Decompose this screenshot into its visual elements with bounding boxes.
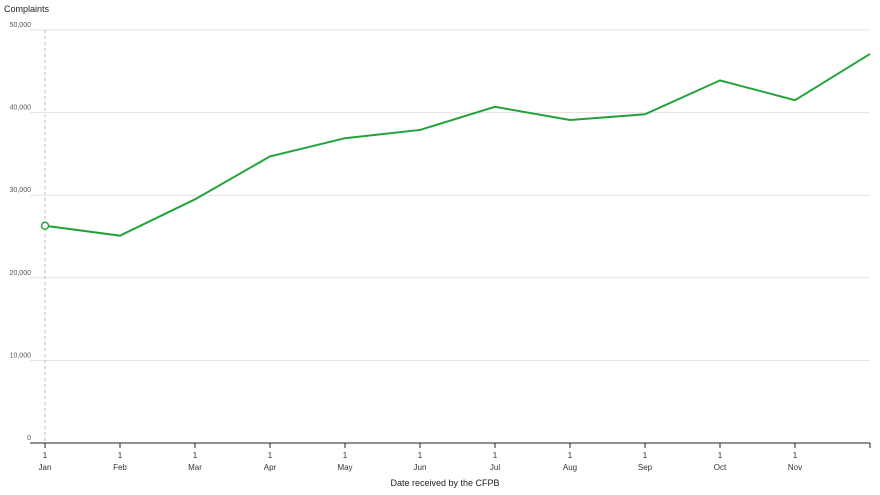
x-tick-label: 1 May <box>337 451 352 472</box>
x-tick-label: 1 Feb <box>113 451 127 472</box>
y-axis-title: Complaints <box>4 4 50 14</box>
x-tick-label: 1 Jul <box>490 451 500 472</box>
x-tick-label: 1 Jan <box>39 451 52 472</box>
y-tick-label: 40,000 <box>10 105 32 112</box>
y-tick-label: 50,000 <box>10 22 32 29</box>
x-tick-label: 1 Nov <box>788 451 802 472</box>
y-tick-label: 20,000 <box>10 270 32 277</box>
y-tick-label: 10,000 <box>10 352 32 359</box>
x-tick-label: 1 Jun <box>414 451 427 472</box>
line-series <box>44 53 871 237</box>
hover-point <box>40 221 50 231</box>
x-tick-label: 1 Aug <box>563 451 577 472</box>
x-tick-label: 1 Sep <box>638 451 653 472</box>
x-axis-title: Date received by the CFPB <box>390 478 499 488</box>
x-tick-label: 1 Mar <box>188 451 202 472</box>
y-tick-label: 0 <box>27 435 31 442</box>
x-tick-label: 1 Apr <box>264 451 277 472</box>
x-tick-label: 1 Oct <box>714 451 727 472</box>
y-tick-label: 30,000 <box>10 187 32 194</box>
